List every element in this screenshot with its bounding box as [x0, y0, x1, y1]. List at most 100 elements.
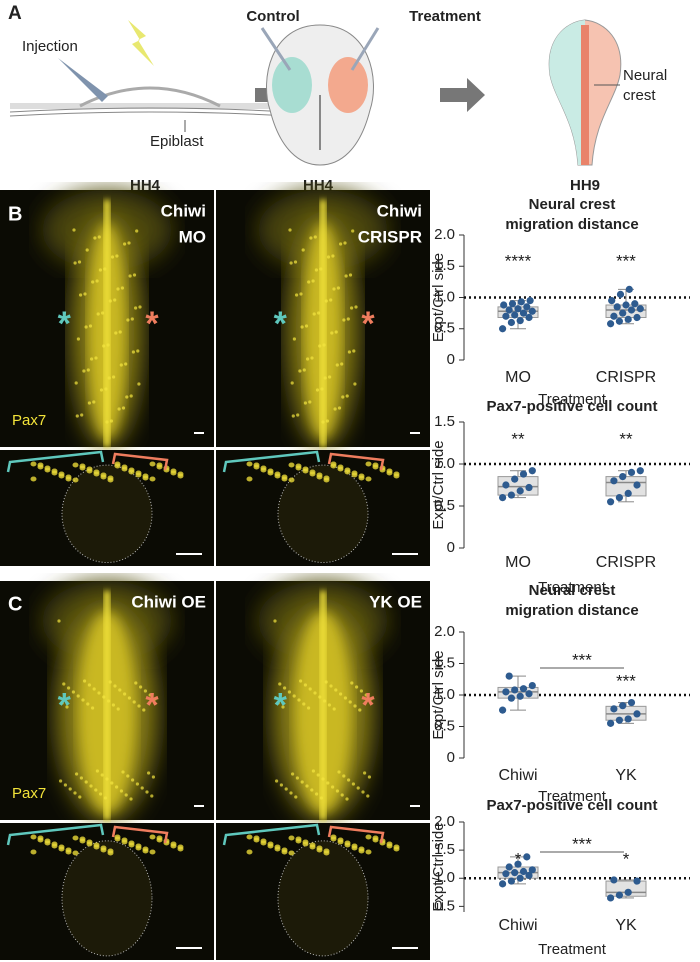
data-point: [516, 692, 524, 700]
cell: [79, 776, 83, 780]
cell: [114, 461, 121, 467]
cell: [292, 337, 296, 341]
label: Epiblast: [150, 133, 204, 150]
cell: [346, 317, 350, 321]
data-point: [502, 312, 510, 320]
cell: [306, 357, 310, 361]
cell: [337, 837, 344, 843]
cell: [143, 689, 147, 693]
cell: [339, 692, 343, 696]
cell: [127, 696, 131, 700]
data-point: [610, 477, 618, 485]
significance: ****: [505, 251, 532, 270]
cell: [136, 349, 140, 353]
data-point: [528, 866, 536, 874]
micrographs: Chiwi MO * * Chiwi CRISPR * * B Pax7 Chiwi OE * * YK …: [0, 190, 430, 960]
cell: [267, 841, 274, 847]
stain-label: Pax7: [12, 785, 46, 802]
cell: [372, 835, 379, 841]
cell: [332, 707, 336, 711]
cell: [72, 850, 79, 856]
data-point: [608, 297, 616, 305]
cell: [318, 695, 322, 699]
charts: Neural crest migration distance Expt/Ctrl …: [430, 196, 690, 958]
y-tick-label: 1.0: [434, 455, 455, 472]
y-tick-label: 1.5: [434, 413, 455, 430]
cell: [121, 837, 128, 843]
cell: [110, 781, 114, 785]
data-point: [502, 481, 510, 489]
cell: [253, 462, 260, 468]
y-tick-label: 0.5: [434, 897, 455, 914]
y-tick-label: 2.0: [434, 623, 455, 640]
chart-title: Neural crest: [529, 582, 616, 599]
stage: HH9: [570, 177, 600, 194]
cell: [156, 462, 163, 468]
data-point: [516, 874, 524, 882]
cell: [148, 693, 152, 697]
y-axis-label: Expt/Ctrl side: [430, 440, 447, 529]
cell: [288, 462, 295, 468]
cell: [91, 706, 95, 710]
cell: [319, 267, 323, 271]
cell: [128, 840, 135, 846]
condition-label: Chiwi: [161, 201, 206, 220]
cell: [82, 369, 86, 373]
cell: [107, 699, 111, 703]
cell: [348, 700, 352, 704]
cell: [358, 846, 365, 852]
cell: [281, 474, 288, 480]
cell: [30, 461, 37, 467]
cell: [279, 783, 283, 787]
cell: [291, 414, 295, 418]
signal: [42, 581, 172, 820]
y-axis-label: Expt/Ctrl side: [430, 822, 447, 911]
stage: HH4: [130, 177, 161, 194]
cell: [301, 248, 305, 252]
cell: [101, 311, 105, 315]
cell: [97, 691, 101, 695]
cell: [298, 369, 302, 373]
cell: [328, 375, 332, 379]
cell: [87, 401, 91, 405]
cell: [365, 834, 372, 840]
cell: [309, 236, 313, 240]
cell: [336, 286, 340, 290]
data-point: [633, 710, 641, 718]
cell: [304, 324, 309, 328]
cell: [112, 375, 116, 379]
cell: [62, 682, 66, 686]
cell: [369, 697, 373, 701]
panel-label: C: [8, 593, 22, 615]
y-tick-label: 1.0: [434, 869, 455, 886]
cell: [107, 475, 114, 481]
data-point: [624, 315, 632, 323]
cell: [109, 419, 113, 423]
cell: [37, 462, 44, 468]
cell: [85, 248, 89, 252]
data-point: [624, 715, 632, 723]
bracket: [222, 450, 321, 473]
data-point: [525, 313, 533, 322]
x-tick-label: MO: [505, 369, 531, 386]
cell: [73, 261, 77, 265]
cell: [329, 684, 333, 688]
cell: [274, 844, 281, 850]
cell: [177, 471, 184, 477]
cell: [340, 362, 344, 366]
cell: [68, 787, 72, 791]
cell: [84, 325, 88, 329]
cell: [147, 771, 151, 775]
cell: [102, 344, 106, 348]
cell: [323, 848, 330, 854]
cell: [107, 848, 114, 854]
data-point: [619, 473, 627, 481]
cell: [253, 835, 260, 841]
data-point: [607, 894, 615, 902]
cell: [128, 467, 135, 473]
cell: [287, 690, 291, 694]
cell: [295, 293, 299, 297]
y-axis-label: Expt/Ctrl side: [430, 253, 447, 342]
cell: [358, 473, 365, 479]
cell: [58, 844, 65, 850]
